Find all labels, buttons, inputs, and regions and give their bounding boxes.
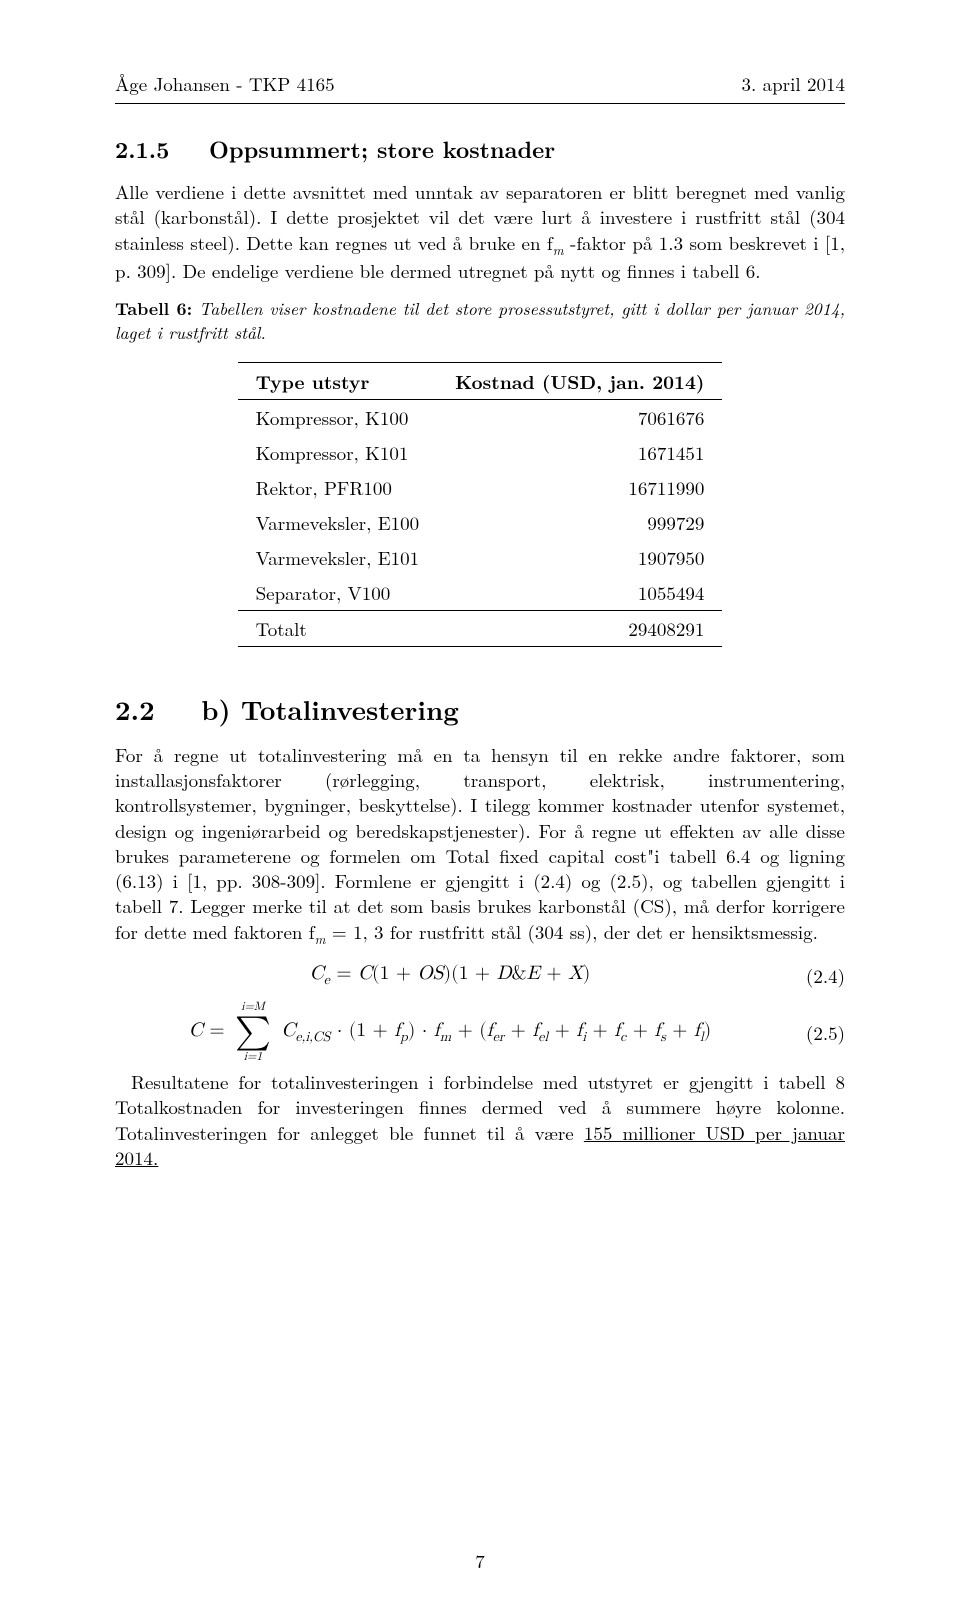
header-right: 3. april 2014 <box>741 70 845 97</box>
page-header: Åge Johansen - TKP 4165 3. april 2014 <box>115 70 845 97</box>
table-header-row: Type utstyr Kostnad (USD, jan. 2014) <box>238 362 723 399</box>
table-row: Varmeveksler, E100 999729 <box>238 505 723 540</box>
subsection-heading: Oppsummert; store kostnader <box>209 132 555 165</box>
equation-2-4: Ce = C(1 + OS)(1 + D&E + X) (2.4) <box>115 961 845 989</box>
sum-upper: i=M <box>235 1001 271 1013</box>
cell-label: Varmeveksler, E100 <box>238 505 438 540</box>
table-row: Kompressor, K101 1671451 <box>238 435 723 470</box>
subsection-215-title: 2.1.5 Oppsummert; store kostnader <box>115 132 845 165</box>
section-number: 2.2 <box>115 689 155 728</box>
table-row: Rektor, PFR100 16711990 <box>238 470 723 505</box>
cell-label: Varmeveksler, E101 <box>238 540 438 575</box>
table-row: Varmeveksler, E101 1907950 <box>238 540 723 575</box>
subsection-number: 2.1.5 <box>115 132 169 165</box>
cell-value: 999729 <box>437 505 722 540</box>
closing-paragraph: Resultatene for totalinvesteringen i for… <box>115 1069 845 1170</box>
cell-label: Kompressor, K100 <box>238 399 438 435</box>
equation-number: (2.4) <box>785 962 845 989</box>
cell-value: 16711990 <box>437 470 722 505</box>
total-label: Totalt <box>238 610 438 646</box>
page-number: 7 <box>0 1547 960 1574</box>
subscript: m <box>315 928 326 947</box>
cell-value: 1907950 <box>437 540 722 575</box>
subscript: m <box>553 239 564 258</box>
total-value: 29408291 <box>437 610 722 646</box>
equation-body: Ce = C(1 + OS)(1 + D&E + X) <box>115 961 785 989</box>
equation-body: C = i=M ∑ i=1 Ce,i,CS · (1 + fp) · fm + … <box>115 1015 785 1049</box>
caption-body: Tabellen viser kostnadene til det store … <box>115 296 845 344</box>
table-total-row: Totalt 29408291 <box>238 610 723 646</box>
section-22-title: 2.2 b) Totalinvestering <box>115 689 845 728</box>
table-row: Kompressor, K100 7061676 <box>238 399 723 435</box>
cell-label: Kompressor, K101 <box>238 435 438 470</box>
summation-symbol: i=M ∑ i=1 <box>235 1015 271 1049</box>
table-row: Separator, V100 1055494 <box>238 575 723 611</box>
equation-number: (2.5) <box>785 1019 845 1046</box>
section-22-paragraph: For å regne ut totalinvestering må en ta… <box>115 742 845 947</box>
header-left: Åge Johansen - TKP 4165 <box>115 70 335 97</box>
col-header-type: Type utstyr <box>238 362 438 399</box>
para-text: For å regne ut totalinvestering må en ta… <box>115 741 845 945</box>
table6: Type utstyr Kostnad (USD, jan. 2014) Kom… <box>115 362 845 647</box>
header-rule <box>115 103 845 104</box>
para-text-cont: = 1, 3 for rustfritt stål (304 ss), der … <box>326 918 818 945</box>
cell-value: 7061676 <box>437 399 722 435</box>
col-header-cost: Kostnad (USD, jan. 2014) <box>437 362 722 399</box>
cell-label: Rektor, PFR100 <box>238 470 438 505</box>
sum-lower: i=1 <box>235 1051 271 1063</box>
section-215-paragraph: Alle verdiene i dette avsnittet med unnt… <box>115 179 845 283</box>
cell-label: Separator, V100 <box>238 575 438 611</box>
caption-label: Tabell 6: <box>115 296 192 321</box>
section-heading: b) Totalinvestering <box>201 689 458 728</box>
cell-value: 1671451 <box>437 435 722 470</box>
table6-caption: Tabell 6: Tabellen viser kostnadene til … <box>115 297 845 344</box>
equation-2-5: C = i=M ∑ i=1 Ce,i,CS · (1 + fp) · fm + … <box>115 1015 845 1049</box>
cell-value: 1055494 <box>437 575 722 611</box>
